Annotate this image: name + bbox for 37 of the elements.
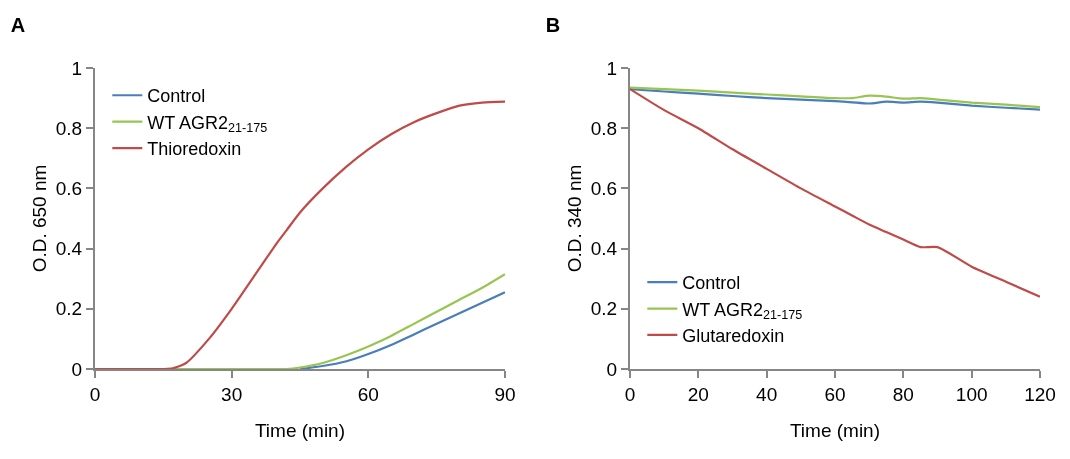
y-tick-label: 0.2 [590,298,618,320]
y-tick-label: 0.8 [55,117,83,139]
y-tick-label: 1 [71,57,83,79]
x-tick-label: 100 [955,383,988,405]
x-axis-title: Time (min) [254,420,346,441]
y-axis-title: O.D. 340 nm [564,164,585,273]
line-series [630,87,1040,298]
x-tick-label: 30 [221,383,243,405]
legend-label: Thioredoxin [147,139,242,160]
x-tick-label: 60 [357,383,379,405]
x-tick-label: 40 [756,383,778,405]
line-series [298,291,505,369]
x-tick-label: 20 [687,383,709,405]
y-tick-label: 0.2 [55,298,83,320]
y-tick-label: 0.6 [55,178,83,200]
y-axis-title: O.D. 650 nm [29,164,50,273]
y-tick-label: 0 [71,358,83,380]
y-tick-label: 0 [606,358,618,380]
x-tick-label: 90 [494,383,516,405]
legend-label: Glutaredoxin [682,325,785,346]
legend-label: WT AGR2$_{21-175}$ [682,299,803,323]
x-tick-label: 120 [1024,383,1056,405]
y-tick-label: 1 [606,57,618,79]
x-axis-title: Time (min) [789,420,881,441]
y-tick-label: 0.4 [590,238,618,260]
x-tick-label: 0 [624,383,636,405]
legend-label: Control [682,273,741,294]
x-tick-label: 80 [892,383,914,405]
chart-title: B [545,14,561,37]
chart-title: A [10,14,26,37]
x-tick-label: 0 [89,383,101,405]
legend-label: Control [147,86,206,107]
y-tick-label: 0.4 [55,238,83,260]
y-tick-label: 0.8 [590,117,618,139]
legend-label: WT AGR2$_{21-175}$ [147,112,268,136]
y-tick-label: 0.6 [590,178,618,200]
x-tick-label: 60 [824,383,846,405]
